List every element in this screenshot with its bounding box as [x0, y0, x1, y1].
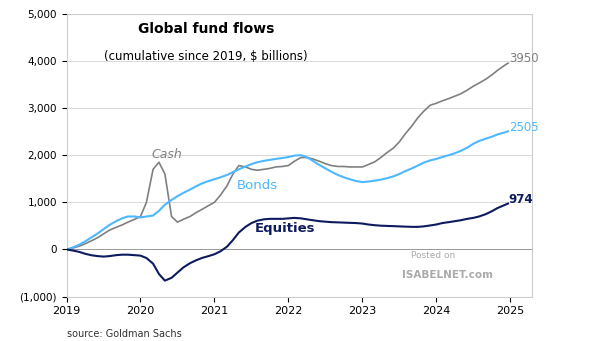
- Text: Cash: Cash: [152, 148, 182, 161]
- Text: ISABELNET.com: ISABELNET.com: [402, 270, 493, 280]
- Text: 974: 974: [509, 193, 534, 206]
- Text: (cumulative since 2019, $ billions): (cumulative since 2019, $ billions): [105, 50, 308, 63]
- Text: Global fund flows: Global fund flows: [138, 22, 275, 36]
- Text: Posted on: Posted on: [411, 251, 456, 261]
- Text: source: Goldman Sachs: source: Goldman Sachs: [67, 329, 182, 339]
- Text: Equities: Equities: [255, 222, 316, 235]
- Text: Bonds: Bonds: [237, 179, 278, 192]
- Text: 2505: 2505: [509, 121, 538, 134]
- Text: 3950: 3950: [509, 52, 538, 65]
